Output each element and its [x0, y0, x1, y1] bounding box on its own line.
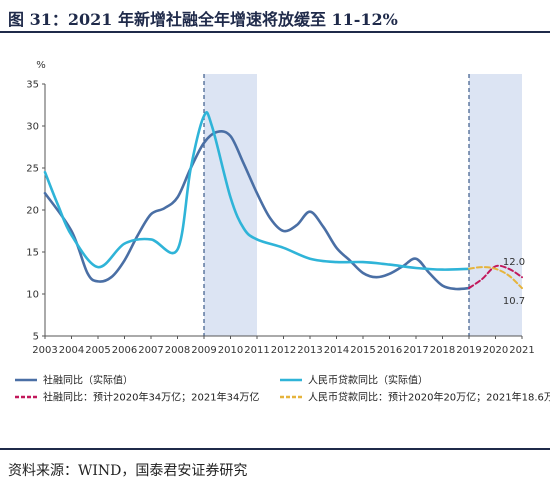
- y-tick-label: 25: [26, 164, 39, 175]
- x-tick-label: 2009: [191, 345, 216, 356]
- x-tick-label: 2010: [218, 345, 243, 356]
- x-tick-label: 2003: [32, 345, 57, 356]
- x-tick-label: 2005: [85, 345, 110, 356]
- shaded-range-1: [469, 74, 522, 336]
- data-label-12.0: 12.0: [503, 257, 525, 268]
- x-tick-label: 2013: [297, 345, 322, 356]
- series-loan-forecast-line: [468, 266, 523, 290]
- shaded-ranges: [203, 74, 522, 336]
- x-tick-label: 2020: [483, 345, 508, 356]
- x-tick-label: 2021: [509, 345, 534, 356]
- x-tick-label: 2015: [350, 345, 375, 356]
- series-loan-forecast-legend-label: 人民币贷款同比：预计2020年20万亿；2021年18.6万亿: [308, 391, 550, 404]
- x-tick-label: 2011: [244, 345, 269, 356]
- series-loan-actual-legend-label: 人民币贷款同比（实际值）: [308, 374, 428, 387]
- y-tick-label: 15: [26, 248, 39, 259]
- x-tick-label: 2007: [138, 345, 163, 356]
- y-tick-label: 35: [26, 80, 39, 91]
- series-social-forecast-legend-label: 社融同比：预计2020年34万亿；2021年34万亿: [43, 391, 259, 404]
- y-tick-label: 5: [33, 332, 39, 343]
- x-tick-label: 2004: [59, 345, 84, 356]
- x-tick-label: 2017: [403, 345, 428, 356]
- series-social-actual-legend-label: 社融同比（实际值）: [43, 374, 133, 387]
- series-lines: [43, 111, 523, 291]
- footer-rule: [0, 448, 550, 450]
- x-tick-label: 2016: [377, 345, 402, 356]
- legend: 社融同比（实际值） 人民币贷款同比（实际值） 社融同比：预计2020年34万亿；20…: [15, 374, 550, 404]
- annotations: 12.0 10.7: [503, 257, 525, 307]
- series-social-forecast-line: [468, 264, 523, 290]
- source-note: 资料来源：WIND，国泰君安证券研究: [8, 463, 248, 479]
- x-tick-label: 2019: [456, 345, 481, 356]
- shaded-range-0: [204, 74, 257, 336]
- x-tick-label: 2018: [430, 345, 455, 356]
- series-loan-actual-line: [43, 111, 471, 271]
- title-rule: [0, 31, 550, 33]
- y-axis-label: %: [36, 60, 46, 71]
- y-tick-label: 10: [26, 290, 39, 301]
- x-tick-label: 2012: [271, 345, 296, 356]
- chart-title: 图 31：2021 年新增社融全年增速将放缓至 11-12%: [8, 10, 398, 29]
- x-tick-label: 2014: [324, 345, 349, 356]
- data-label-10.7: 10.7: [503, 296, 525, 307]
- y-tick-label: 20: [26, 206, 39, 217]
- y-tick-label: 30: [26, 122, 39, 133]
- x-tick-label: 2006: [112, 345, 137, 356]
- x-axis: 2003 2004 2005 2006 2007 2008 2009 2010 2011 2012…: [32, 335, 535, 356]
- y-axis: 5 10 15 20 25 30 35%: [26, 60, 45, 343]
- x-tick-label: 2008: [165, 345, 190, 356]
